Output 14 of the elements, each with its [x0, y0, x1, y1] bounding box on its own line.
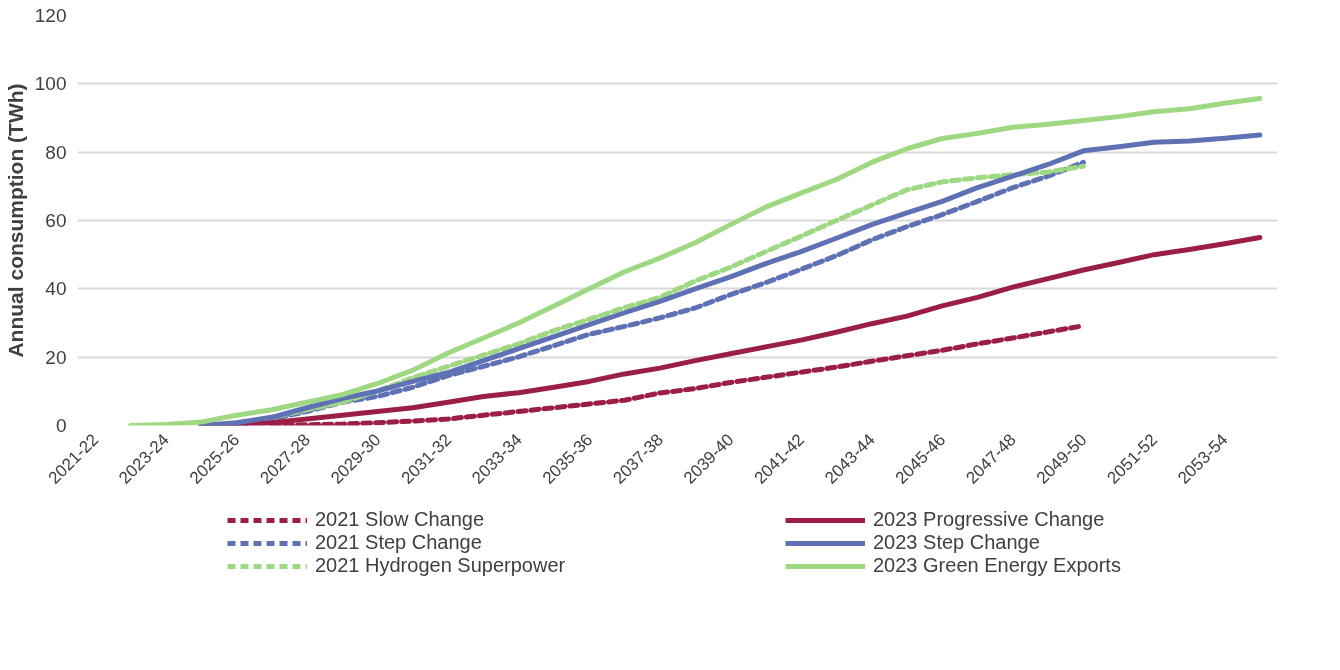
legend-label: 2021 Slow Change: [315, 508, 485, 531]
legend-label: 2021 Step Change: [315, 531, 483, 554]
y-tick-label: 60: [45, 210, 67, 231]
y-tick-label: 120: [34, 5, 67, 26]
y-tick-label: 20: [45, 346, 67, 368]
legend-label: 2023 Progressive Change: [873, 508, 1106, 531]
y-tick-label: 0: [55, 415, 67, 436]
y-tick-label: 40: [45, 278, 67, 300]
y-tick-label: 80: [45, 141, 67, 163]
legend-label: 2023 Green Energy Exports: [873, 554, 1122, 577]
legend-label: 2023 Step Change: [873, 531, 1041, 554]
y-tick-label: 100: [34, 73, 67, 95]
legend-label: 2021 Hydrogen Superpower: [315, 554, 567, 577]
y-axis-title: Annual consumption (TWh): [3, 83, 27, 358]
